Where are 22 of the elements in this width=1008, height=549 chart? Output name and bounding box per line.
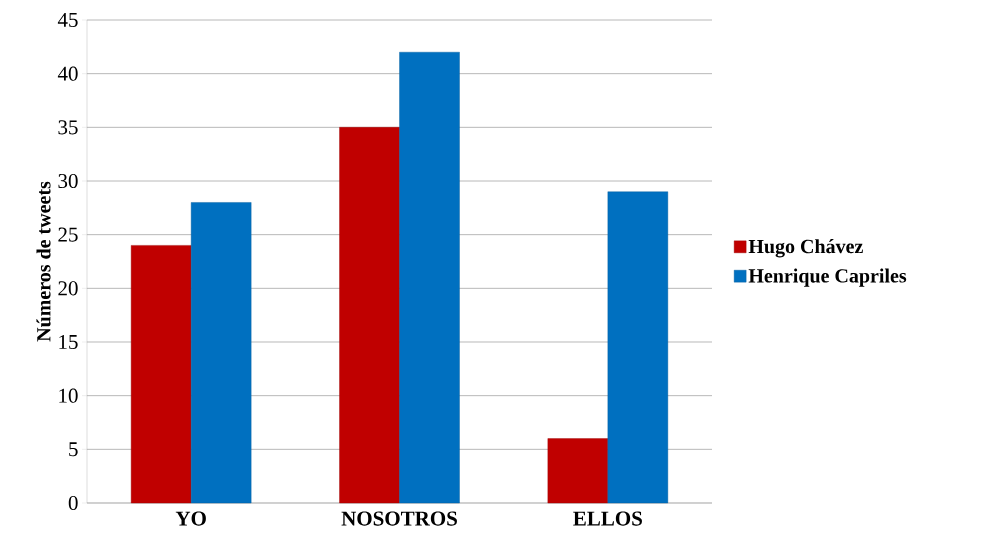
y-tick-label: 35 (58, 120, 78, 135)
legend-label: Henrique Capriles (748, 268, 907, 287)
bar (190, 202, 252, 504)
y-tick-label: 10 (59, 388, 78, 403)
bar (607, 191, 669, 504)
y-tick-label: 20 (58, 281, 78, 296)
y-tick-label: 15 (59, 334, 78, 350)
x-tick-label: YO (175, 511, 206, 526)
bar (547, 438, 609, 504)
bar (339, 127, 400, 504)
bar (399, 52, 460, 504)
y-tick-label: 45 (57, 12, 78, 28)
y-tick-label: 40 (57, 66, 78, 81)
y-tick-label: 25 (58, 227, 78, 242)
x-tick-label: ELLOS (573, 511, 642, 526)
legend-label: Hugo Chávez (748, 239, 863, 258)
y-tick-label: 5 (69, 442, 78, 457)
y-tick-label: 30 (58, 173, 78, 189)
bar (130, 245, 192, 504)
y-axis-title: Números de tweets (36, 181, 51, 342)
y-tick-label: 0 (68, 495, 78, 511)
x-tick-label: NOSOTROS (341, 511, 457, 526)
